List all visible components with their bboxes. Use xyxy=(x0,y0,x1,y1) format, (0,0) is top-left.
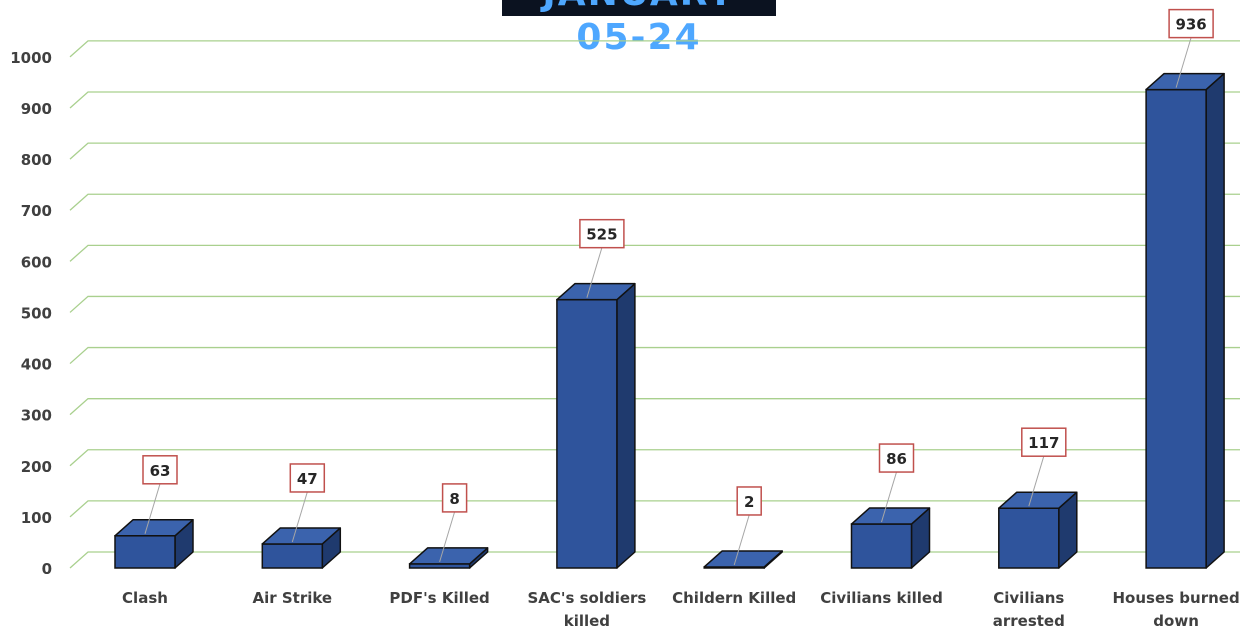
y-tick-label: 400 xyxy=(21,356,52,374)
y-tick-label: 700 xyxy=(21,202,52,220)
data-label: 8 xyxy=(449,490,459,508)
data-label-leader xyxy=(1175,37,1192,88)
bar-top xyxy=(556,282,636,301)
bar-top xyxy=(1145,72,1225,91)
gridline xyxy=(69,244,1240,262)
gridline xyxy=(69,500,1240,518)
data-label-box xyxy=(142,455,178,485)
bar xyxy=(850,507,931,569)
bar-front xyxy=(556,298,618,569)
y-tick-label: 900 xyxy=(21,100,52,118)
bar-side xyxy=(616,282,636,569)
bar xyxy=(1145,72,1225,569)
bar-top xyxy=(850,507,931,525)
bar-top xyxy=(998,491,1078,509)
gridline xyxy=(69,295,1240,313)
y-tick-label: 300 xyxy=(21,407,52,425)
chart-title: JANUARY 05-24 xyxy=(542,0,733,58)
data-label-leader xyxy=(439,511,456,563)
data-label-leader xyxy=(1028,456,1045,507)
gridline xyxy=(69,142,1240,160)
data-label: 936 xyxy=(1175,16,1206,34)
bar xyxy=(998,491,1078,569)
data-label-leader xyxy=(586,247,603,298)
x-tick-label: Civilians killed xyxy=(820,589,943,607)
data-label-leader xyxy=(144,483,161,534)
bar xyxy=(408,547,489,569)
data-label-box xyxy=(878,443,915,473)
data-label-box xyxy=(579,218,625,249)
bar-front xyxy=(114,535,176,569)
y-tick-label: 100 xyxy=(21,509,52,527)
gridline xyxy=(69,449,1240,467)
data-label-box xyxy=(736,486,762,516)
bar-front xyxy=(998,507,1060,569)
data-label: 63 xyxy=(150,462,171,480)
bar xyxy=(114,519,194,569)
bar xyxy=(261,527,342,569)
gridline xyxy=(69,40,1240,58)
y-tick-label: 600 xyxy=(21,253,52,271)
bar-side xyxy=(1205,72,1225,569)
bar-top xyxy=(114,519,194,537)
data-label: 525 xyxy=(586,226,617,244)
chart-title-banner xyxy=(502,0,776,16)
x-tick-label: Houses burned xyxy=(1112,589,1239,607)
y-tick-label: 200 xyxy=(21,458,52,476)
data-label-box xyxy=(289,463,326,493)
gridline xyxy=(69,346,1240,365)
x-tick-label: SAC's soldiers xyxy=(527,589,646,607)
bar-front xyxy=(850,523,913,569)
bar-top xyxy=(703,550,783,568)
data-label-box xyxy=(1168,8,1214,39)
x-tick-label: down xyxy=(1153,612,1199,628)
data-label-leader xyxy=(881,471,897,523)
data-label: 2 xyxy=(744,493,754,511)
x-tick-label: Clash xyxy=(122,589,168,607)
x-tick-label: Air Strike xyxy=(252,589,332,607)
data-label: 86 xyxy=(886,450,907,468)
x-tick-label: Childern Killed xyxy=(672,589,796,607)
y-tick-label: 800 xyxy=(21,151,52,169)
bar-top xyxy=(261,527,342,545)
data-label-leader xyxy=(291,491,308,543)
gridline xyxy=(69,398,1240,416)
gridline xyxy=(69,193,1240,211)
x-tick-label: killed xyxy=(564,612,610,628)
data-label: 117 xyxy=(1028,434,1059,452)
x-tick-label: arrested xyxy=(993,612,1065,628)
y-tick-label: 500 xyxy=(21,304,52,322)
bar-front xyxy=(1145,88,1207,569)
bar-front xyxy=(261,543,324,569)
gridline xyxy=(69,91,1240,109)
data-label-box xyxy=(441,483,468,513)
y-tick-label: 0 xyxy=(42,560,52,578)
x-tick-label: PDF's Killed xyxy=(389,589,489,607)
bar xyxy=(703,550,783,569)
data-label-box xyxy=(1021,427,1067,457)
x-tick-label: Civilians xyxy=(993,589,1064,607)
data-label: 47 xyxy=(297,470,318,488)
bar-top xyxy=(408,547,489,565)
y-tick-label: 1000 xyxy=(10,49,52,67)
data-label-leader xyxy=(733,514,750,566)
bar xyxy=(556,282,636,569)
